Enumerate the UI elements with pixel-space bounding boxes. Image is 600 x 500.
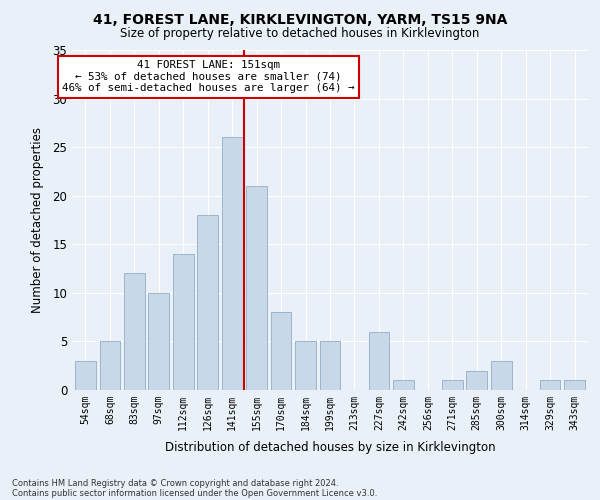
- Text: Contains HM Land Registry data © Crown copyright and database right 2024.: Contains HM Land Registry data © Crown c…: [12, 478, 338, 488]
- Text: Size of property relative to detached houses in Kirklevington: Size of property relative to detached ho…: [121, 28, 479, 40]
- Bar: [246, 186, 267, 390]
- Bar: [491, 361, 512, 390]
- Bar: [173, 254, 194, 390]
- Bar: [295, 342, 316, 390]
- Text: 41, FOREST LANE, KIRKLEVINGTON, YARM, TS15 9NA: 41, FOREST LANE, KIRKLEVINGTON, YARM, TS…: [93, 12, 507, 26]
- Bar: [124, 274, 145, 390]
- Bar: [148, 293, 169, 390]
- Bar: [466, 370, 487, 390]
- Bar: [393, 380, 414, 390]
- Bar: [368, 332, 389, 390]
- Bar: [442, 380, 463, 390]
- Bar: [540, 380, 560, 390]
- Text: Contains public sector information licensed under the Open Government Licence v3: Contains public sector information licen…: [12, 488, 377, 498]
- X-axis label: Distribution of detached houses by size in Kirklevington: Distribution of detached houses by size …: [164, 441, 496, 454]
- Y-axis label: Number of detached properties: Number of detached properties: [31, 127, 44, 313]
- Bar: [320, 342, 340, 390]
- Bar: [271, 312, 292, 390]
- Bar: [222, 138, 242, 390]
- Bar: [197, 215, 218, 390]
- Bar: [75, 361, 96, 390]
- Bar: [564, 380, 585, 390]
- Bar: [100, 342, 120, 390]
- Text: 41 FOREST LANE: 151sqm
← 53% of detached houses are smaller (74)
46% of semi-det: 41 FOREST LANE: 151sqm ← 53% of detached…: [62, 60, 355, 94]
